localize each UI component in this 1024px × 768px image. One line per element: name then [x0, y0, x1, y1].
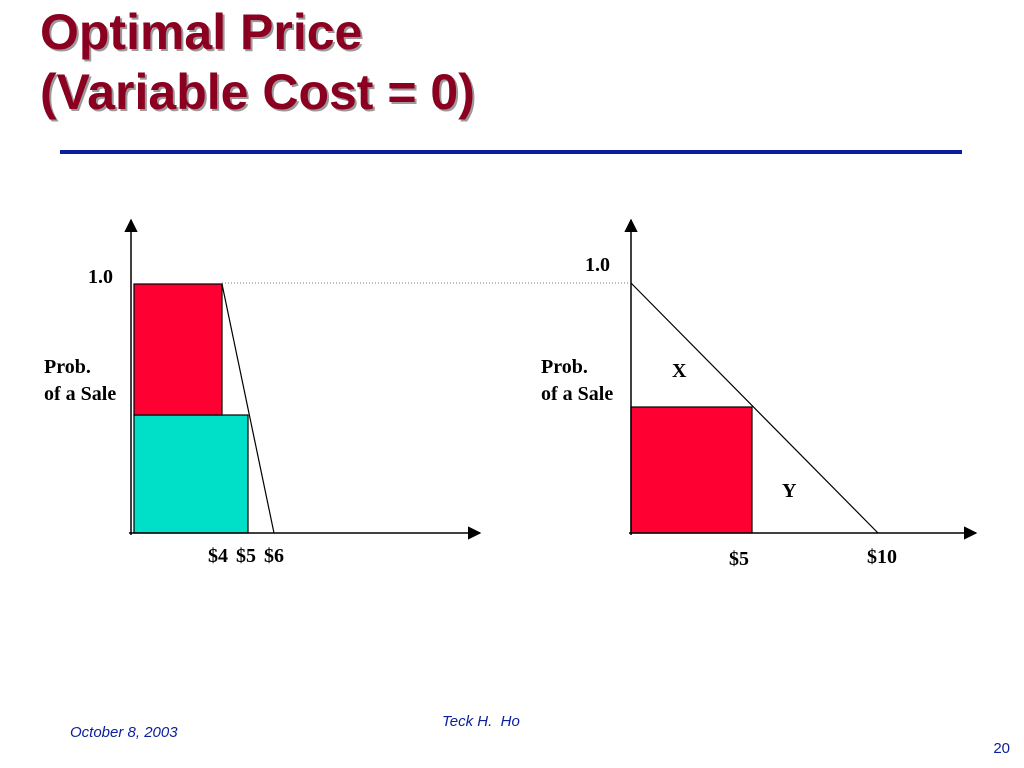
slide-title-line-2: (Variable Cost = 0) [40, 64, 475, 120]
left-x-tick-label-1: $4 [208, 545, 228, 567]
right-x-tick-label-1: $5 [729, 548, 749, 570]
left-x-tick-label-2: $5 [236, 545, 256, 567]
left-y-axis-label-line-1: Prob. [44, 356, 91, 378]
title-underline-rule [60, 150, 962, 154]
left-teal-rect [133, 414, 249, 534]
left-demand-line [221, 283, 275, 534]
right-x-tick-label-2: $10 [867, 546, 897, 568]
left-y-tick-label: 1.0 [88, 266, 113, 288]
slide-title: Optimal Price (Variable Cost = 0) [40, 2, 475, 122]
left-y-axis-label-line-2: of a Sale [44, 383, 116, 405]
right-y-axis-label-line-1: Prob. [541, 356, 588, 378]
footer-date: October 8, 2003 [70, 724, 178, 741]
right-red-rect [630, 406, 753, 534]
right-area-label-y: Y [782, 480, 797, 502]
right-y-tick-label: 1.0 [585, 254, 610, 276]
left-diagram: 1.0 Prob. of a Sale $4 $5 $6 [44, 218, 482, 567]
footer-page-number: 20 [993, 740, 1010, 757]
footer-author: Teck H. Ho [442, 713, 520, 730]
slide-title-line-1: Optimal Price [40, 4, 363, 60]
right-y-axis-label-line-2: of a Sale [541, 383, 613, 405]
right-diagram: 1.0 Prob. of a Sale X Y $5 $10 [541, 218, 978, 570]
left-red-rect [133, 283, 223, 416]
right-demand-line [630, 282, 879, 534]
left-x-tick-label-3: $6 [264, 545, 284, 567]
right-area-label-x: X [672, 360, 687, 382]
